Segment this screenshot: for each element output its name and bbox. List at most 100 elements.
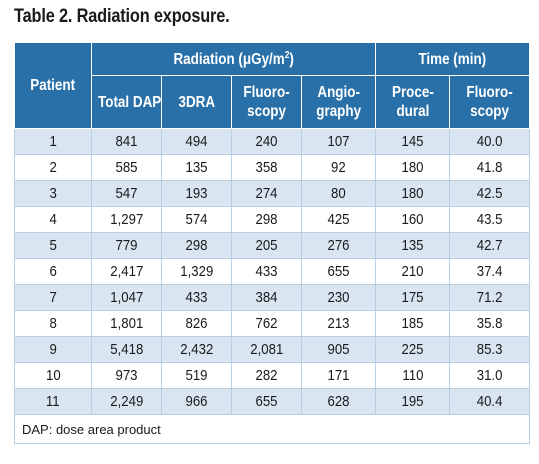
cell-total-dap: 1,801 [91, 310, 162, 337]
cell-fluoroscopy-time: 37.4 [449, 258, 531, 285]
cell-total-dap: 1,297 [91, 206, 162, 233]
table-footnote: DAP: dose area product [13, 414, 531, 444]
cell-fluoroscopy-time: 42.5 [449, 180, 531, 207]
cell-angiography: 425 [300, 206, 377, 233]
cell-patient: 3 [14, 180, 92, 207]
cell-fluoroscopy-time: 40.0 [449, 128, 531, 155]
cell-fluoroscopy-time: 41.8 [449, 154, 531, 181]
cell-fluoroscopy-dose: 762 [231, 310, 302, 337]
table-row: 2 585 135 358 92 180 41.8 [14, 154, 531, 181]
cell-angiography: 628 [300, 388, 377, 415]
table-title: Table 2. Radiation exposure. [14, 6, 230, 27]
table-row: 10 973 519 282 171 110 31.0 [14, 362, 531, 389]
cell-angiography: 80 [300, 180, 377, 207]
cell-total-dap: 2,249 [91, 388, 162, 415]
cell-3dra: 494 [161, 128, 232, 155]
cell-fluoroscopy-dose: 433 [231, 258, 302, 285]
cell-3dra: 574 [161, 206, 232, 233]
cell-fluoroscopy-dose: 2,081 [231, 336, 302, 363]
cell-fluoroscopy-dose: 240 [231, 128, 302, 155]
header-patient: Patient [14, 42, 92, 129]
cell-angiography: 230 [300, 284, 377, 311]
header-3dra: 3DRA [161, 75, 232, 129]
cell-angiography: 213 [300, 310, 377, 337]
header-time-group: Time (min) [375, 42, 531, 76]
cell-3dra: 193 [161, 180, 232, 207]
cell-fluoroscopy-dose: 274 [231, 180, 302, 207]
radiation-exposure-table: Patient Radiation (μGy/m2) Time (min) To… [13, 42, 531, 444]
cell-3dra: 433 [161, 284, 232, 311]
table-row: 1 841 494 240 107 145 40.0 [14, 128, 531, 155]
cell-patient: 6 [14, 258, 92, 285]
cell-patient: 9 [14, 336, 92, 363]
cell-total-dap: 779 [91, 232, 162, 259]
cell-angiography: 107 [300, 128, 377, 155]
cell-patient: 8 [14, 310, 92, 337]
cell-fluoroscopy-dose: 358 [231, 154, 302, 181]
header-total-dap: Total DAP [91, 75, 162, 129]
cell-patient: 4 [14, 206, 92, 233]
cell-patient: 7 [14, 284, 92, 311]
cell-angiography: 276 [300, 232, 377, 259]
cell-total-dap: 547 [91, 180, 162, 207]
cell-3dra: 826 [161, 310, 232, 337]
cell-patient: 11 [14, 388, 92, 415]
cell-3dra: 2,432 [161, 336, 232, 363]
cell-3dra: 966 [161, 388, 232, 415]
header-radiation-group: Radiation (μGy/m2) [90, 42, 377, 76]
cell-procedural: 225 [375, 336, 451, 363]
table-row: 5 779 298 205 276 135 42.7 [14, 232, 531, 259]
cell-fluoroscopy-time: 42.7 [449, 232, 531, 259]
cell-fluoroscopy-time: 85.3 [449, 336, 531, 363]
cell-patient: 10 [14, 362, 92, 389]
cell-fluoroscopy-dose: 298 [231, 206, 302, 233]
cell-3dra: 519 [161, 362, 232, 389]
header-fluoroscopy-time: Fluoro-scopy [449, 75, 531, 129]
cell-3dra: 1,329 [161, 258, 232, 285]
cell-procedural: 195 [375, 388, 451, 415]
cell-fluoroscopy-dose: 655 [231, 388, 302, 415]
table-body: 1 841 494 240 107 145 40.0 2 585 135 358… [13, 128, 531, 444]
table-row: 6 2,417 1,329 433 655 210 37.4 [14, 258, 531, 285]
cell-procedural: 185 [375, 310, 451, 337]
cell-procedural: 180 [375, 154, 451, 181]
cell-angiography: 171 [300, 362, 377, 389]
cell-total-dap: 1,047 [91, 284, 162, 311]
table-row: 11 2,249 966 655 628 195 40.4 [14, 388, 531, 415]
cell-fluoroscopy-time: 31.0 [449, 362, 531, 389]
table-row: 4 1,297 574 298 425 160 43.5 [14, 206, 531, 233]
cell-procedural: 210 [375, 258, 451, 285]
cell-fluoroscopy-time: 35.8 [449, 310, 531, 337]
cell-patient: 5 [14, 232, 92, 259]
cell-angiography: 905 [300, 336, 377, 363]
cell-total-dap: 973 [91, 362, 162, 389]
header-fluoroscopy-dose: Fluoro-scopy [231, 75, 302, 129]
cell-3dra: 135 [161, 154, 232, 181]
table-row: 3 547 193 274 80 180 42.5 [14, 180, 531, 207]
cell-procedural: 145 [375, 128, 451, 155]
cell-patient: 1 [14, 128, 92, 155]
cell-fluoroscopy-time: 40.4 [449, 388, 531, 415]
header-angiography: Angio-graphy [300, 75, 377, 129]
cell-angiography: 92 [300, 154, 377, 181]
cell-fluoroscopy-time: 71.2 [449, 284, 531, 311]
cell-procedural: 135 [375, 232, 451, 259]
table-row: 7 1,047 433 384 230 175 71.2 [14, 284, 531, 311]
cell-patient: 2 [14, 154, 92, 181]
cell-procedural: 160 [375, 206, 451, 233]
header-procedural: Proce-dural [375, 75, 451, 129]
cell-fluoroscopy-dose: 205 [231, 232, 302, 259]
cell-fluoroscopy-time: 43.5 [449, 206, 531, 233]
cell-fluoroscopy-dose: 282 [231, 362, 302, 389]
cell-total-dap: 841 [91, 128, 162, 155]
cell-total-dap: 585 [91, 154, 162, 181]
table-row: 9 5,418 2,432 2,081 905 225 85.3 [14, 336, 531, 363]
cell-total-dap: 2,417 [91, 258, 162, 285]
cell-procedural: 180 [375, 180, 451, 207]
cell-3dra: 298 [161, 232, 232, 259]
cell-procedural: 175 [375, 284, 451, 311]
cell-fluoroscopy-dose: 384 [231, 284, 302, 311]
table-row: 8 1,801 826 762 213 185 35.8 [14, 310, 531, 337]
cell-angiography: 655 [300, 258, 377, 285]
cell-procedural: 110 [375, 362, 451, 389]
